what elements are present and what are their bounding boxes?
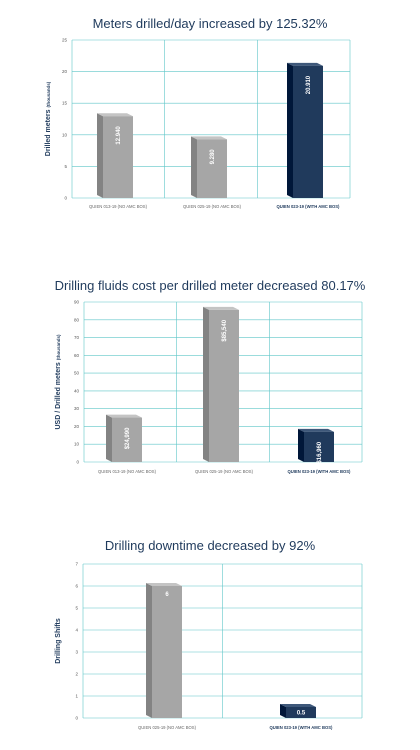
y-tick-label: 80 [74, 317, 80, 322]
bar-top-face [106, 414, 142, 418]
bar-front-face [304, 431, 334, 462]
y-tick-label: 15 [62, 101, 68, 106]
y-tick-label: 10 [62, 132, 68, 137]
bar [106, 414, 142, 462]
data-label: 20.910 [306, 75, 312, 94]
data-label: 0.5 [297, 711, 306, 717]
category-label: QUIEN 025-19 (NO AMC BOS) [138, 725, 197, 730]
bar-side-face [191, 136, 197, 198]
category-label: QUIEN 013-19 (NO AMC BOS) [98, 469, 157, 474]
bar-front-face [197, 139, 227, 198]
y-tick-label: 0 [64, 196, 67, 201]
y-tick-label: 4 [75, 628, 78, 633]
bar-side-face [146, 583, 152, 718]
chart-drilling-fluids-cost: Drilling fluids cost per drilled meter d… [0, 268, 420, 493]
category-label: QUIEN 025-19 (NO AMC BOS) [195, 469, 254, 474]
category-label: QUIEN 013-19 (NO AMC BOS) [89, 204, 148, 209]
y-axis-label: Drilling Shifts [55, 618, 62, 664]
chart-title: Meters drilled/day increased by 125.32% [93, 16, 328, 31]
data-label: $24,990 [125, 427, 131, 449]
bar-side-face [298, 428, 304, 462]
bar [146, 583, 182, 718]
y-axis-label: Drilled meters(thousands) [45, 81, 52, 156]
data-label: $16,960 [317, 441, 323, 463]
bar-top-face [298, 428, 334, 432]
bar-front-face [286, 707, 316, 718]
bar-side-face [203, 306, 209, 462]
chart-title: Drilling fluids cost per drilled meter d… [55, 278, 366, 293]
data-label: 9.280 [210, 149, 216, 165]
y-tick-label: 40 [74, 388, 80, 393]
y-tick-label: 2 [75, 672, 78, 677]
y-tick-label: 7 [75, 562, 78, 567]
chart-meters-drilled: Meters drilled/day increased by 125.32% D… [0, 0, 420, 230]
y-tick-label: 60 [74, 353, 80, 358]
y-tick-label: 0 [75, 716, 78, 721]
y-tick-label: 90 [74, 300, 80, 305]
bar-front-face [209, 309, 239, 462]
data-label: 12.940 [116, 126, 122, 145]
y-tick-label: 1 [75, 694, 78, 699]
bar-front-face [112, 417, 142, 462]
y-tick-label: 20 [74, 424, 80, 429]
category-label: QUIEN 023-19 (WITH AMC BOS) [288, 469, 352, 474]
bar-top-face [287, 62, 323, 66]
y-tick-label: 30 [74, 406, 80, 411]
chart-svg-3: Drilling downtime decreased by 92% Drilli… [55, 538, 363, 730]
bar-side-face [97, 113, 103, 198]
bar-top-face [191, 136, 227, 140]
y-tick-label: 50 [74, 371, 80, 376]
y-tick-label: 20 [62, 69, 68, 74]
bar-top-face [203, 306, 239, 310]
data-label: $85,540 [222, 319, 228, 341]
bar [287, 62, 323, 198]
y-axis-label: USD / Drilled meters(thousands) [55, 334, 62, 430]
bar-front-face [152, 586, 182, 718]
bar-side-face [280, 704, 286, 718]
bar [97, 113, 133, 198]
y-tick-label: 70 [74, 335, 80, 340]
category-label: QUIEN 023-19 (WITH AMC BOS) [277, 204, 341, 209]
chart-svg-2: Drilling fluids cost per drilled meter d… [55, 278, 366, 474]
bar-front-face [103, 116, 133, 198]
y-tick-label: 6 [75, 584, 78, 589]
category-label: QUIEN 025-19 (NO AMC BOS) [183, 204, 242, 209]
y-tick-label: 25 [62, 38, 68, 43]
y-tick-label: 10 [74, 442, 80, 447]
y-tick-label: 5 [64, 164, 67, 169]
category-label: QUIEN 023-19 (WITH AMC BOS) [270, 725, 334, 730]
bar-front-face [293, 65, 323, 198]
chart-title: Drilling downtime decreased by 92% [105, 538, 316, 553]
bar [280, 704, 316, 718]
y-tick-label: 0 [76, 460, 79, 465]
bar [203, 306, 239, 462]
data-label: 6 [165, 592, 169, 598]
chart-drilling-downtime: Drilling downtime decreased by 92% Drilli… [0, 528, 420, 750]
bar-top-face [146, 583, 182, 586]
bar-top-face [97, 113, 133, 117]
bar [191, 136, 227, 198]
bar-top-face [280, 704, 316, 707]
bar-side-face [287, 62, 293, 198]
y-tick-label: 3 [75, 650, 78, 655]
bar [298, 428, 334, 462]
y-tick-label: 5 [75, 606, 78, 611]
chart-svg-1: Meters drilled/day increased by 125.32% D… [45, 16, 351, 209]
bar-side-face [106, 414, 112, 462]
